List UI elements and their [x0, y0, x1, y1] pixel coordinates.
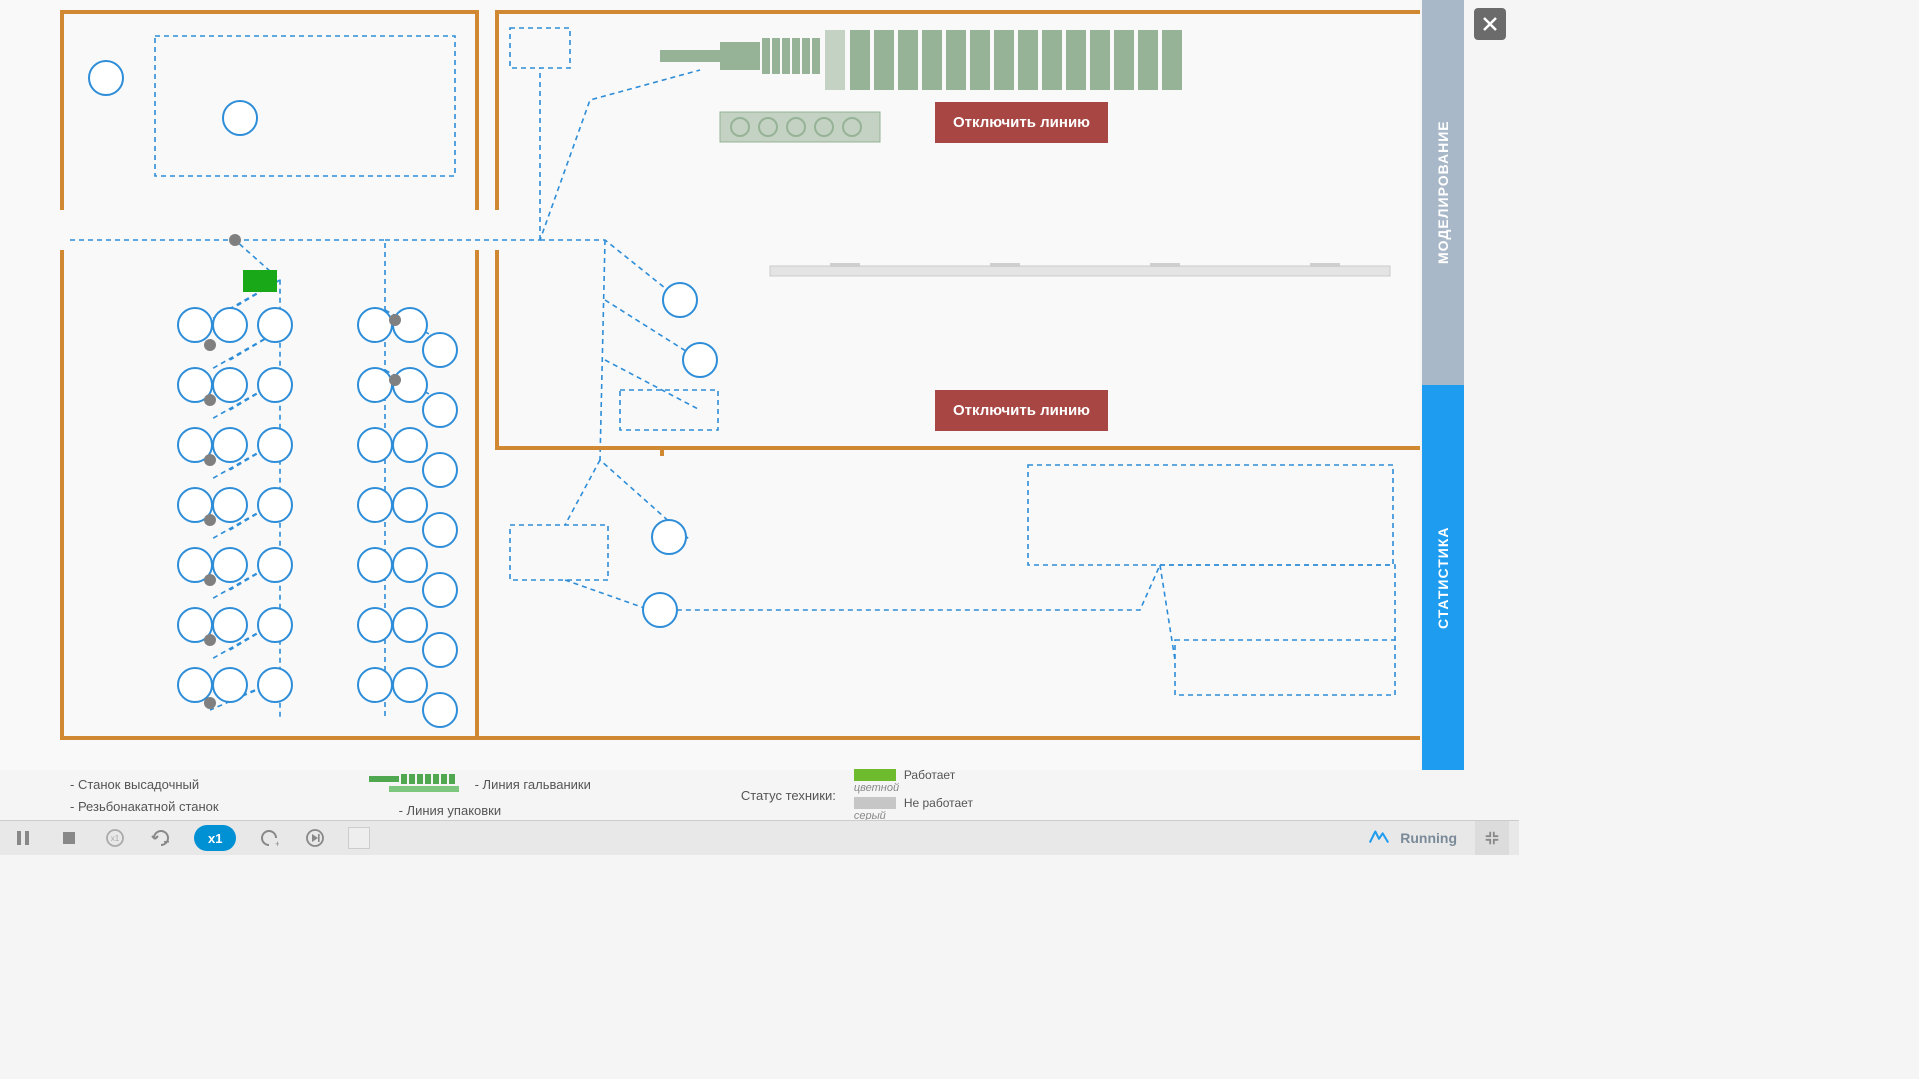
tab-modeling[interactable]: МОДЕЛИРОВАНИЕ — [1422, 0, 1464, 385]
speed-indicator[interactable]: x1 — [194, 825, 236, 851]
status-swatch-notworking — [854, 797, 896, 809]
floor-plan-svg — [0, 0, 1420, 770]
status-swatch-working — [854, 769, 896, 781]
slow-down-button[interactable] — [148, 825, 174, 851]
legend: - Станок высадочный - Резьбонакатной ста… — [0, 770, 1420, 820]
empty-indicator — [348, 827, 370, 849]
pause-icon — [13, 828, 33, 848]
close-icon — [1482, 16, 1498, 32]
legend-item-3: - Линия гальваники — [475, 777, 591, 792]
disable-line-button-1[interactable]: Отключить линию — [935, 102, 1108, 143]
floor-plan-canvas: Отключить линию Отключить линию — [0, 0, 1420, 770]
svg-text:x1: x1 — [111, 834, 120, 843]
svg-text:+: + — [275, 839, 279, 848]
tab-statistics[interactable]: СТАТИСТИКА — [1422, 385, 1464, 770]
x1-circle-icon: x1 — [105, 828, 125, 848]
disable-line-button-2[interactable]: Отключить линию — [935, 390, 1108, 431]
status-working-sub: цветной — [854, 782, 973, 794]
minimize-button[interactable] — [1475, 821, 1509, 855]
step-forward-button[interactable] — [302, 825, 328, 851]
app-logo-icon — [1368, 826, 1390, 851]
legend-item-1: - Станок высадочный — [70, 777, 199, 792]
speed-up-icon: + — [259, 828, 279, 848]
run-status-label: Running — [1400, 830, 1457, 846]
legend-status-label: Статус техники: — [741, 788, 836, 803]
galvanic-line-icon — [369, 772, 469, 796]
legend-item-2: - Резьбонакатной станок — [70, 799, 219, 814]
status-working-label: Работает — [904, 768, 955, 782]
legend-item-4: - Линия упаковки — [399, 803, 502, 818]
speed-down-icon — [151, 828, 171, 848]
legend-machine-icon-1 — [40, 776, 64, 792]
step-forward-icon — [305, 828, 325, 848]
legend-machine-icon-2 — [40, 798, 64, 814]
stop-button[interactable] — [56, 825, 82, 851]
playback-controls: x1 x1 + Running — [0, 820, 1519, 855]
pause-button[interactable] — [10, 825, 36, 851]
close-button[interactable] — [1474, 8, 1506, 40]
stop-icon — [59, 828, 79, 848]
reset-speed-button[interactable]: x1 — [102, 825, 128, 851]
speed-up-button[interactable]: + — [256, 825, 282, 851]
legend-packaging-icon — [369, 802, 393, 818]
minimize-icon — [1483, 829, 1501, 847]
status-notworking-label: Не работает — [904, 796, 973, 810]
